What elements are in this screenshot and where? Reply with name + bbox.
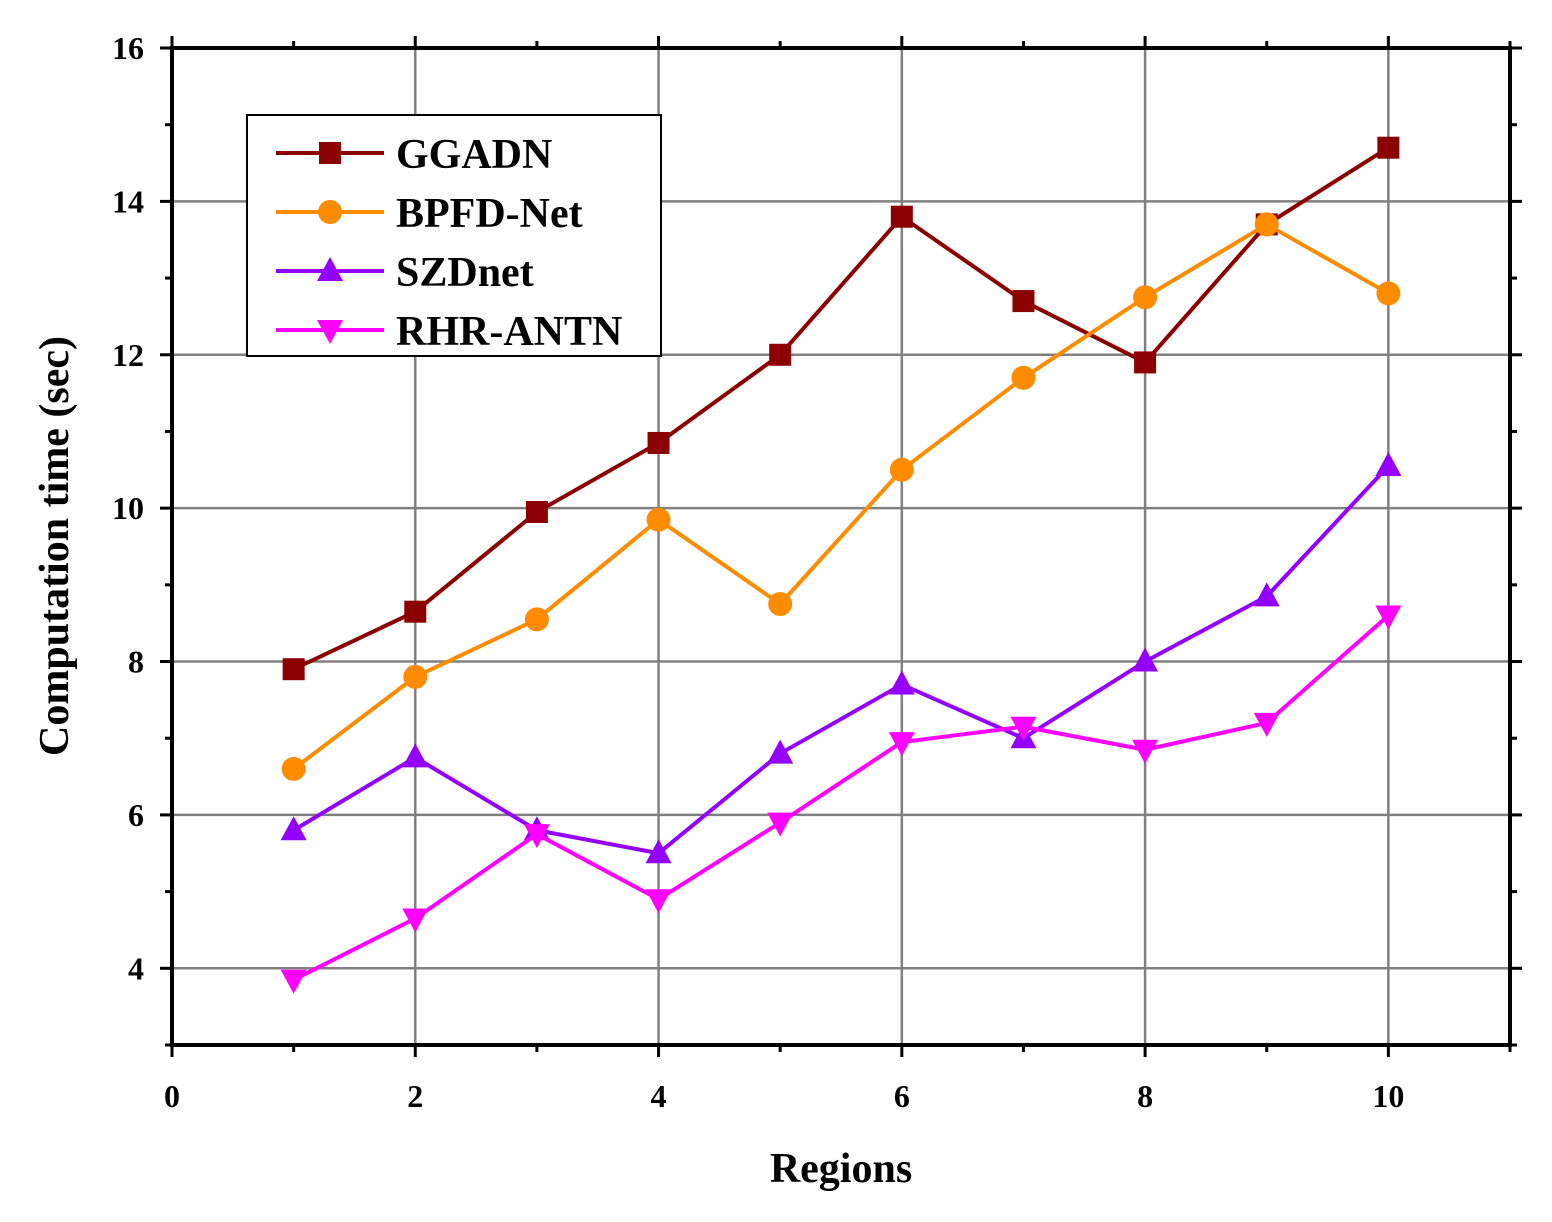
data-point-rhr-antn — [888, 732, 915, 757]
series-line-szdnet — [292, 464, 1390, 856]
data-point-ggadn — [525, 500, 548, 523]
data-point-bpfd-net — [403, 664, 428, 689]
data-point-bpfd-net — [524, 607, 549, 632]
data-point-szdnet — [1375, 451, 1402, 476]
data-point-szdnet — [402, 743, 429, 768]
y-tick-label: 16 — [112, 30, 144, 66]
legend-label-bpfd-net: BPFD-Net — [396, 191, 583, 237]
x-tick-label: 6 — [894, 1078, 910, 1114]
y-tick-label: 12 — [112, 337, 144, 373]
data-point-bpfd-net — [1254, 212, 1279, 237]
x-axis-title: Regions — [770, 1146, 912, 1192]
x-tick-label: 4 — [651, 1078, 667, 1114]
data-point-rhr-antn — [1253, 712, 1280, 737]
x-tick-label: 0 — [164, 1078, 180, 1114]
data-point-bpfd-net — [1376, 281, 1401, 306]
series — [280, 136, 1402, 994]
data-point-bpfd-net — [889, 457, 914, 482]
data-point-szdnet — [767, 739, 794, 764]
x-tick-label: 8 — [1137, 1078, 1153, 1114]
data-point-ggadn — [1377, 136, 1400, 159]
plot-frame — [170, 46, 1512, 1047]
data-point-bpfd-net — [768, 592, 793, 617]
legend-label-szdnet: SZDnet — [396, 250, 534, 296]
legend-marker-bpfd-net — [318, 200, 342, 224]
x-tick-label: 2 — [407, 1078, 423, 1114]
data-point-szdnet — [280, 816, 307, 841]
x-tick-label: 10 — [1372, 1078, 1404, 1114]
data-point-rhr-antn — [523, 824, 550, 849]
data-point-rhr-antn — [1132, 739, 1159, 764]
y-tick-label: 10 — [112, 490, 144, 526]
series-line-ggadn — [292, 146, 1390, 672]
data-point-ggadn — [1012, 290, 1035, 313]
legend-marker-szdnet — [317, 257, 343, 281]
legend-label-ggadn: GGADN — [396, 132, 552, 178]
data-point-bpfd-net — [1011, 365, 1036, 390]
data-point-ggadn — [647, 431, 670, 454]
data-point-rhr-antn — [402, 908, 429, 933]
data-point-szdnet — [888, 670, 915, 695]
legend: GGADN BPFD-Net SZDnet RHR-ANTN — [246, 114, 662, 357]
legend-box — [246, 114, 662, 357]
data-point-ggadn — [769, 343, 792, 366]
y-tick-label: 14 — [112, 183, 144, 219]
legend-marker-rhr-antn — [317, 320, 343, 344]
data-point-rhr-antn — [645, 889, 672, 914]
data-point-bpfd-net — [646, 507, 671, 532]
data-point-ggadn — [404, 600, 427, 623]
y-tick-label: 8 — [128, 644, 144, 680]
data-point-rhr-antn — [280, 969, 307, 994]
y-tick-label: 6 — [128, 797, 144, 833]
data-point-rhr-antn — [767, 812, 794, 837]
data-point-ggadn — [282, 658, 305, 681]
data-point-rhr-antn — [1010, 716, 1037, 741]
data-point-szdnet — [1253, 582, 1280, 607]
y-tick-label: 4 — [128, 950, 144, 986]
axis-ticks: 0 2 4 6 8 10 4 6 8 10 12 14 16 — [112, 30, 1522, 1114]
data-point-ggadn — [1134, 351, 1157, 374]
data-point-szdnet — [1132, 647, 1159, 672]
data-point-rhr-antn — [1375, 605, 1402, 630]
data-point-bpfd-net — [281, 756, 306, 781]
y-axis-title: Computation time (sec) — [32, 336, 78, 756]
legend-marker-ggadn — [319, 142, 341, 164]
data-point-ggadn — [890, 205, 913, 228]
series-line-bpfd-net — [292, 222, 1390, 771]
series-line-rhr-antn — [292, 614, 1390, 982]
data-point-szdnet — [645, 839, 672, 864]
legend-label-rhr-antn: RHR-ANTN — [396, 309, 622, 355]
data-point-bpfd-net — [1133, 285, 1158, 310]
